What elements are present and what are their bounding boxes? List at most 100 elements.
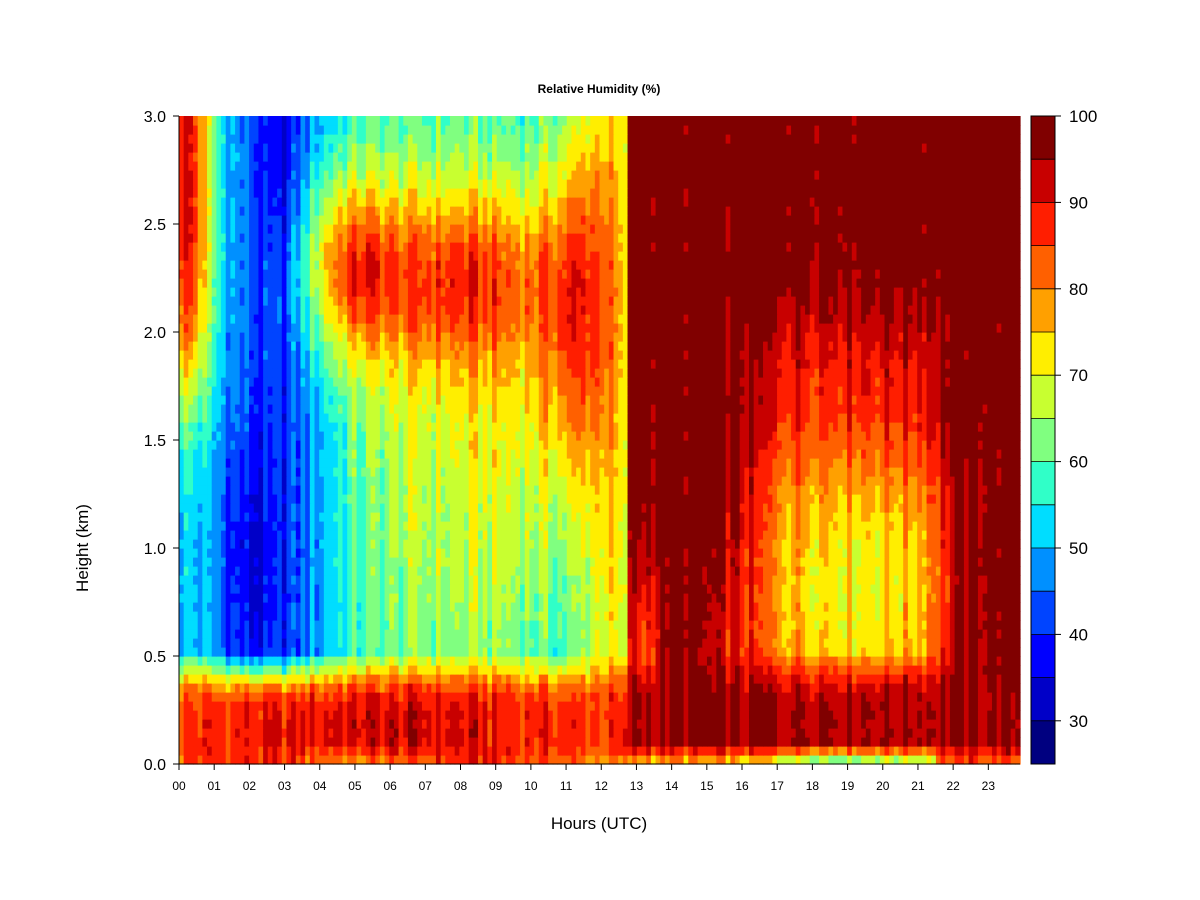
heatmap-cell [720, 728, 727, 738]
heatmap-cell [697, 755, 703, 765]
heatmap-cell [534, 620, 540, 630]
heatmap-cell [520, 746, 526, 756]
heatmap-cell [739, 593, 745, 603]
heatmap-cell [351, 692, 358, 702]
heatmap-cell [347, 602, 353, 612]
heatmap-cell [417, 557, 423, 567]
heatmap-cell [987, 611, 993, 621]
heatmap-cell [179, 701, 185, 711]
heatmap-cell [305, 584, 311, 594]
heatmap-cell [641, 629, 647, 639]
heatmap-cell [632, 728, 638, 738]
heatmap-cell [898, 728, 904, 738]
heatmap-cell [646, 737, 652, 747]
heatmap-cell [188, 656, 194, 666]
heatmap-cell [323, 647, 330, 657]
heatmap-cell [809, 575, 816, 585]
heatmap-cell [464, 548, 470, 558]
heatmap-cell [697, 557, 703, 567]
heatmap-cell [487, 557, 493, 567]
heatmap-cell [562, 629, 568, 639]
heatmap-cell [795, 701, 801, 711]
heatmap-cell [328, 530, 334, 540]
heatmap-cell [973, 656, 979, 666]
heatmap-cell [370, 692, 376, 702]
heatmap-cell [342, 701, 348, 711]
heatmap-cell [837, 683, 844, 693]
heatmap-cell [725, 575, 731, 585]
heatmap-cell [464, 566, 470, 576]
heatmap-cell [221, 656, 227, 666]
heatmap-cell [384, 638, 390, 648]
heatmap-cell [884, 728, 890, 738]
heatmap-cell [599, 656, 605, 666]
heatmap-cell [987, 737, 993, 747]
heatmap-cell [781, 521, 787, 531]
heatmap-cell [183, 755, 189, 765]
heatmap-cell [445, 512, 451, 522]
heatmap-cell [506, 692, 512, 702]
heatmap-cell [692, 755, 699, 765]
heatmap-cell [501, 665, 507, 675]
heatmap-cell [753, 566, 759, 576]
heatmap-cell [678, 638, 685, 648]
heatmap-cell [239, 737, 246, 747]
heatmap-cell [809, 629, 816, 639]
heatmap-cell [552, 584, 559, 594]
heatmap-cell [216, 656, 222, 666]
heatmap-cell [524, 584, 531, 594]
heatmap-cell [506, 548, 512, 558]
heatmap-cell [683, 530, 689, 540]
heatmap-cell [300, 593, 306, 603]
heatmap-cell [926, 683, 932, 693]
heatmap-cell [585, 683, 591, 693]
heatmap-cell [604, 530, 610, 540]
heatmap-cell [898, 692, 904, 702]
heatmap-cell [464, 593, 470, 603]
heatmap-cell [875, 584, 881, 594]
heatmap-cell [907, 575, 914, 585]
heatmap-cell [412, 566, 418, 576]
heatmap-cell [725, 557, 731, 567]
heatmap-cell [758, 710, 764, 720]
heatmap-cell [361, 638, 367, 648]
heatmap-cell [412, 701, 418, 711]
heatmap-cell [650, 557, 657, 567]
heatmap-cell [585, 521, 591, 531]
heatmap-cell [987, 593, 993, 603]
heatmap-cell [337, 539, 344, 549]
heatmap-cell [412, 602, 418, 612]
heatmap-cell [851, 746, 858, 756]
heatmap-cell [683, 575, 689, 585]
heatmap-cell [1010, 521, 1016, 531]
heatmap-cell [678, 566, 685, 576]
heatmap-cell [664, 602, 671, 612]
heatmap-cell [833, 683, 839, 693]
heatmap-cell [543, 620, 549, 630]
heatmap-cell [753, 611, 759, 621]
heatmap-cell [921, 647, 928, 657]
heatmap-cell [492, 665, 498, 675]
heatmap-cell [510, 755, 516, 765]
heatmap-cell [833, 548, 839, 558]
heatmap-cell [636, 719, 643, 729]
heatmap-cell [641, 710, 647, 720]
heatmap-cell [482, 692, 488, 702]
heatmap-cell [538, 755, 545, 765]
heatmap-cell [492, 647, 498, 657]
heatmap-cell [725, 755, 731, 765]
heatmap-cell [473, 539, 479, 549]
heatmap-cell [837, 692, 844, 702]
heatmap-cell [688, 521, 694, 531]
heatmap-cell [314, 593, 320, 603]
heatmap-cell [940, 602, 946, 612]
heatmap-cell [501, 719, 507, 729]
heatmap-cell [1010, 710, 1016, 720]
heatmap-cell [319, 737, 325, 747]
heatmap-cell [585, 584, 591, 594]
heatmap-cell [515, 530, 521, 540]
heatmap-cell [543, 602, 549, 612]
heatmap-cell [286, 710, 292, 720]
heatmap-cell [604, 755, 610, 765]
heatmap-cell [837, 755, 844, 765]
